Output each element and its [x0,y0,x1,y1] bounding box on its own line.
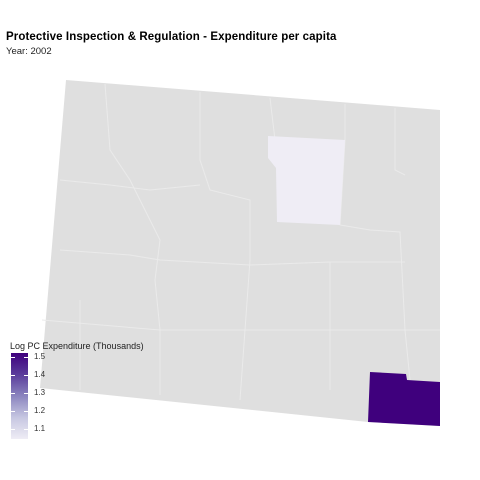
legend-title: Log PC Expenditure (Thousands) [10,341,144,351]
legend-tick-label: 1.5 [34,352,46,361]
legend-tick-label: 1.2 [34,406,46,415]
legend-tick-mark [24,429,28,430]
legend-tick-mark [24,375,28,376]
region-north-central [268,136,345,225]
legend-tick-label: 1.3 [34,388,46,397]
legend-tick-mark [11,357,15,358]
region-southeast [368,372,440,426]
chart-title: Protective Inspection & Regulation - Exp… [6,31,337,43]
legend-tick-mark [11,393,15,394]
legend-tick-mark [24,357,28,358]
legend-tick-mark [24,393,28,394]
chart-subtitle: Year: 2002 [6,46,52,57]
legend-colorbar [11,353,28,439]
legend-tick-mark [11,411,15,412]
legend-tick-label: 1.1 [34,424,46,433]
legend-tick-mark [24,411,28,412]
county-borders [41,83,440,401]
legend-tick-label: 1.4 [34,370,46,379]
legend-tick-mark [11,375,15,376]
legend-tick-mark [11,429,15,430]
